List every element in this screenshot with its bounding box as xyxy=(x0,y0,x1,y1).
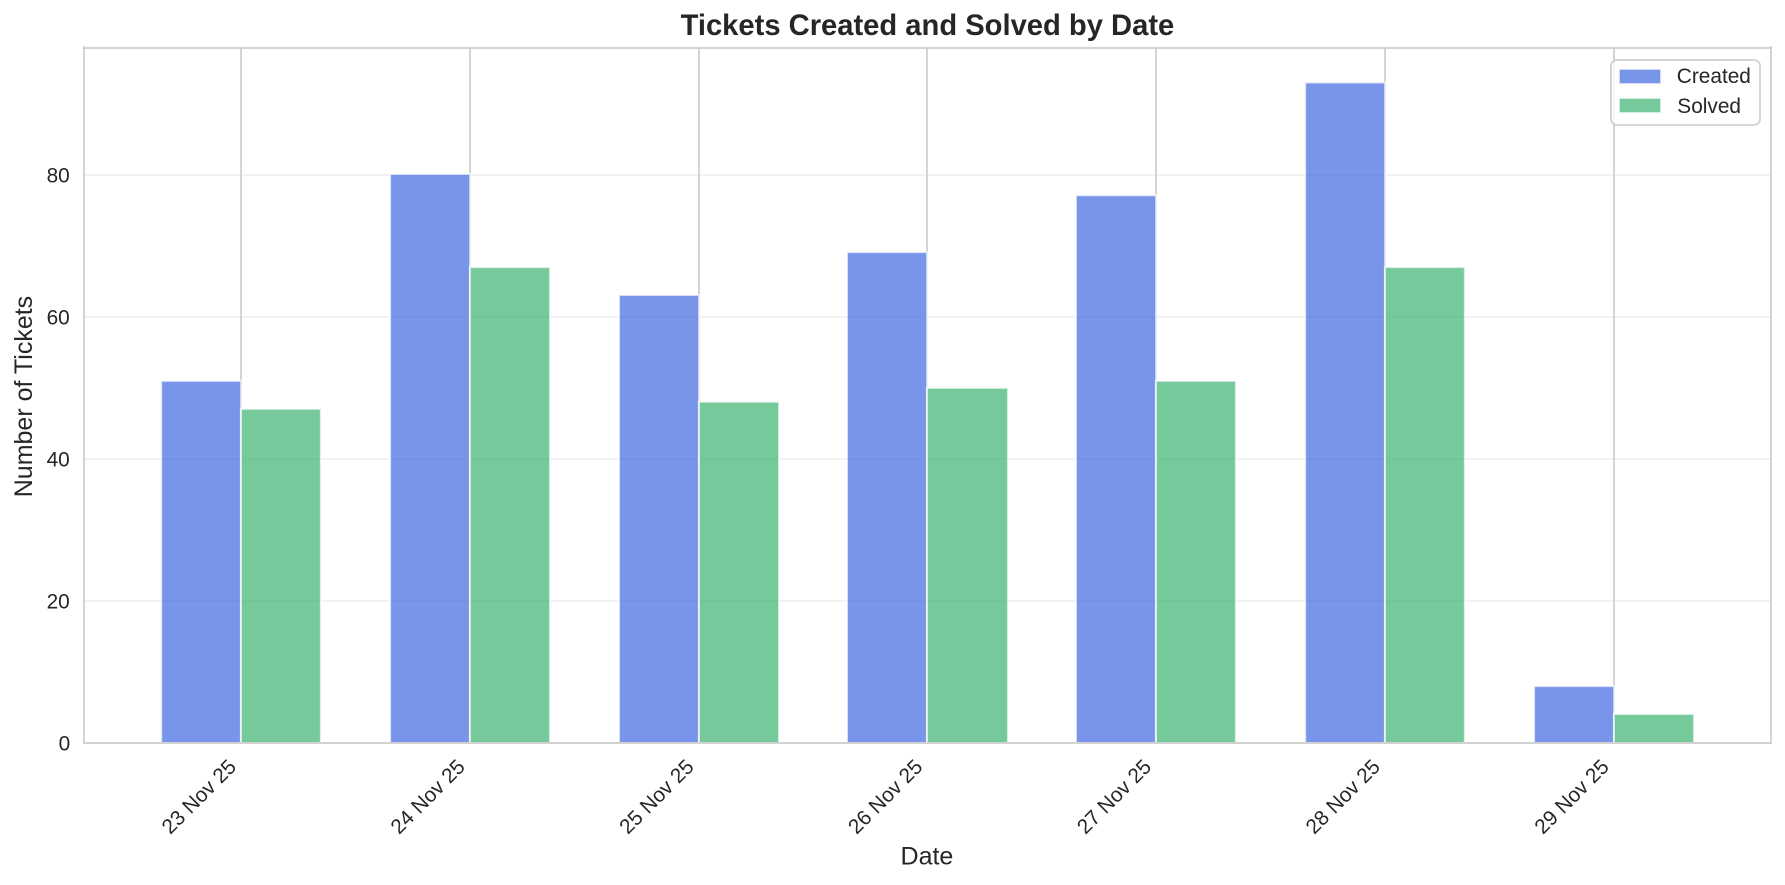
svg-text:Number of Tickets: Number of Tickets xyxy=(10,296,38,497)
svg-text:0: 0 xyxy=(59,732,71,755)
svg-text:Solved: Solved xyxy=(1677,95,1741,118)
svg-text:Created: Created xyxy=(1677,65,1751,88)
svg-text:20: 20 xyxy=(47,590,70,613)
svg-text:60: 60 xyxy=(47,306,70,329)
svg-text:Tickets Created and Solved by: Tickets Created and Solved by Date xyxy=(681,10,1175,42)
svg-text:40: 40 xyxy=(47,448,70,471)
svg-text:Date: Date xyxy=(901,843,954,871)
svg-text:80: 80 xyxy=(47,164,70,187)
